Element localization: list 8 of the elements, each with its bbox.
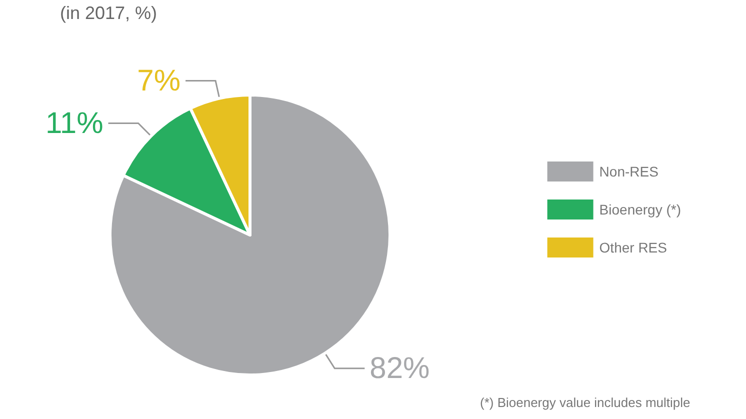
chart-subtitle: (in 2017, %) xyxy=(60,3,158,23)
data-label: 82% xyxy=(370,352,430,385)
legend-label: Other RES xyxy=(599,240,667,256)
legend-label: Non-RES xyxy=(599,164,658,180)
legend-label: Bioenergy (*) xyxy=(599,202,681,218)
data-label: 11% xyxy=(45,106,104,140)
data-label: 7% xyxy=(137,64,181,98)
text: (*) Bioenergy value includes multiple xyxy=(480,395,690,410)
